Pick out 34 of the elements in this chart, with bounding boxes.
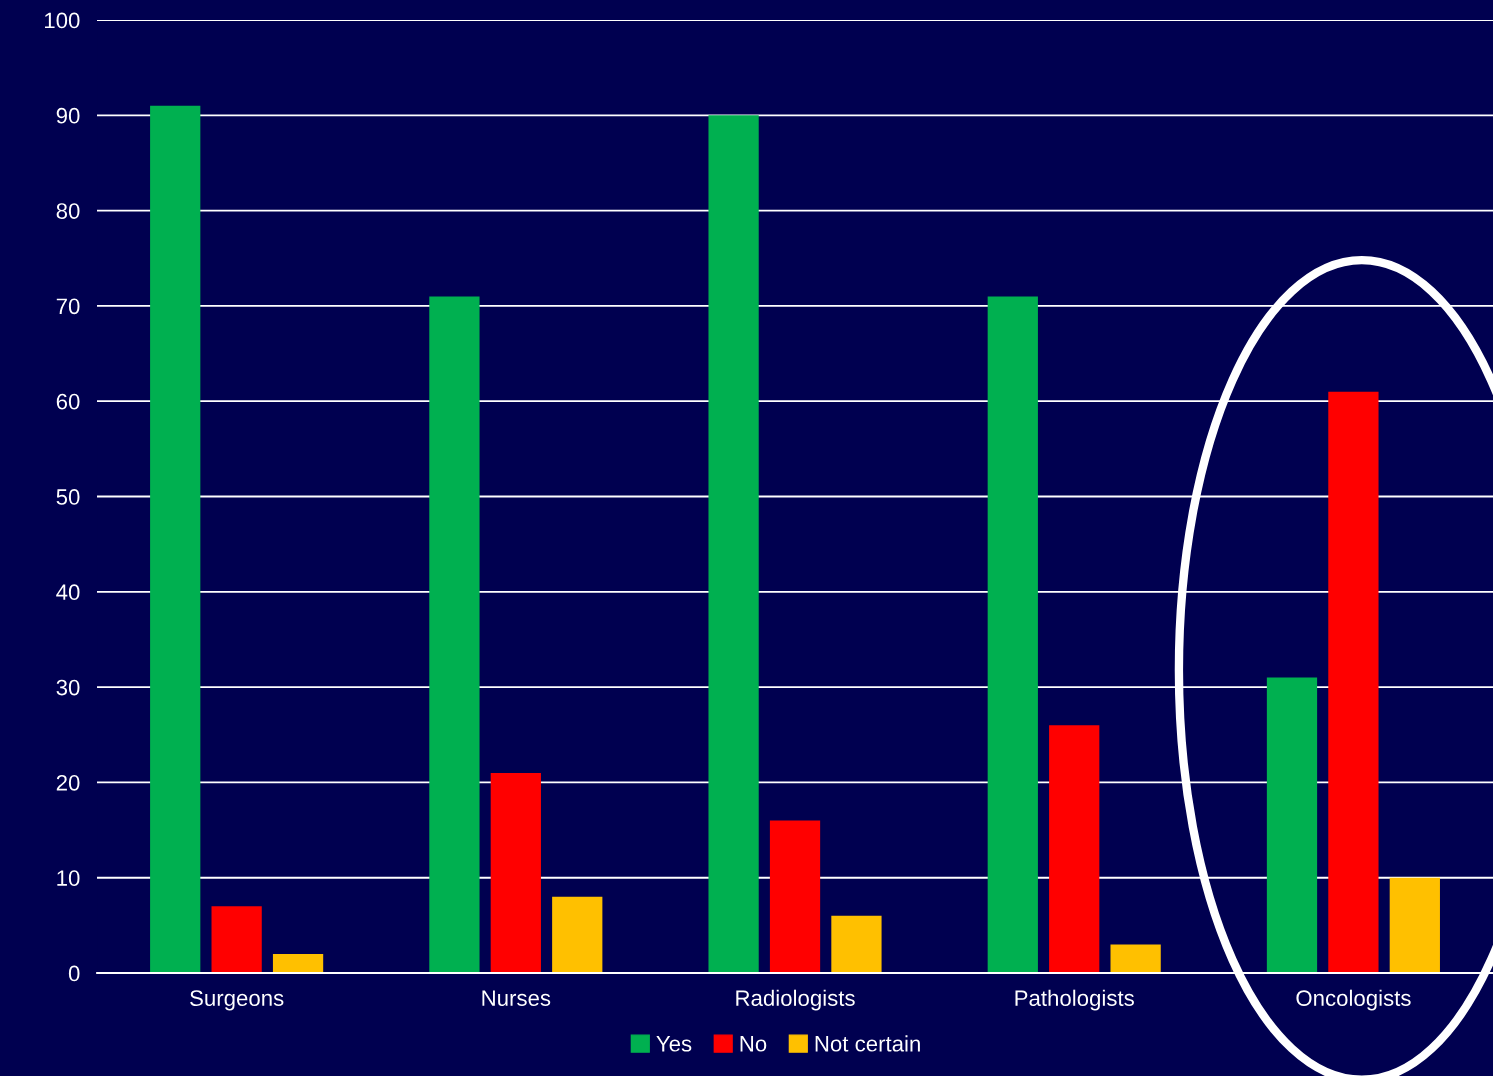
y-tick-label: 20 [56, 774, 80, 791]
x-tick-label: Oncologists [1296, 989, 1411, 1011]
bar [272, 953, 324, 974]
bar [429, 296, 480, 974]
y-tick-label: 100 [45, 12, 80, 29]
y-tick-label: 90 [56, 107, 80, 124]
x-tick-label: Pathologists [1015, 989, 1134, 1011]
bar [1389, 877, 1440, 974]
bar [769, 820, 821, 974]
x-tick-label: Surgeons [190, 990, 284, 1011]
bar [1328, 391, 1379, 974]
bar [1266, 677, 1318, 974]
y-tick-label: 80 [56, 203, 80, 219]
bar [708, 115, 759, 974]
bar [1049, 725, 1100, 974]
bar [211, 906, 262, 974]
legend-label: Yes [656, 1036, 692, 1052]
bar [150, 105, 201, 974]
y-tick-label: 30 [56, 679, 80, 696]
x-tick-label: Radiologists [736, 989, 855, 1011]
y-tick-label: 70 [56, 298, 80, 315]
y-tick-label: 0 [68, 965, 80, 982]
y-tick-label: 60 [56, 393, 80, 410]
y-tick-label: 10 [57, 870, 80, 886]
bar [831, 915, 882, 974]
bar [552, 896, 603, 974]
legend-label: Not certain [815, 1035, 920, 1052]
bar [987, 296, 1038, 974]
bar [490, 772, 541, 974]
x-tick-label: Nurses [482, 990, 551, 1007]
legend-label: No [740, 1036, 767, 1052]
y-tick-label: 50 [56, 489, 80, 505]
y-tick-label: 40 [56, 584, 80, 601]
bar [1110, 944, 1161, 974]
